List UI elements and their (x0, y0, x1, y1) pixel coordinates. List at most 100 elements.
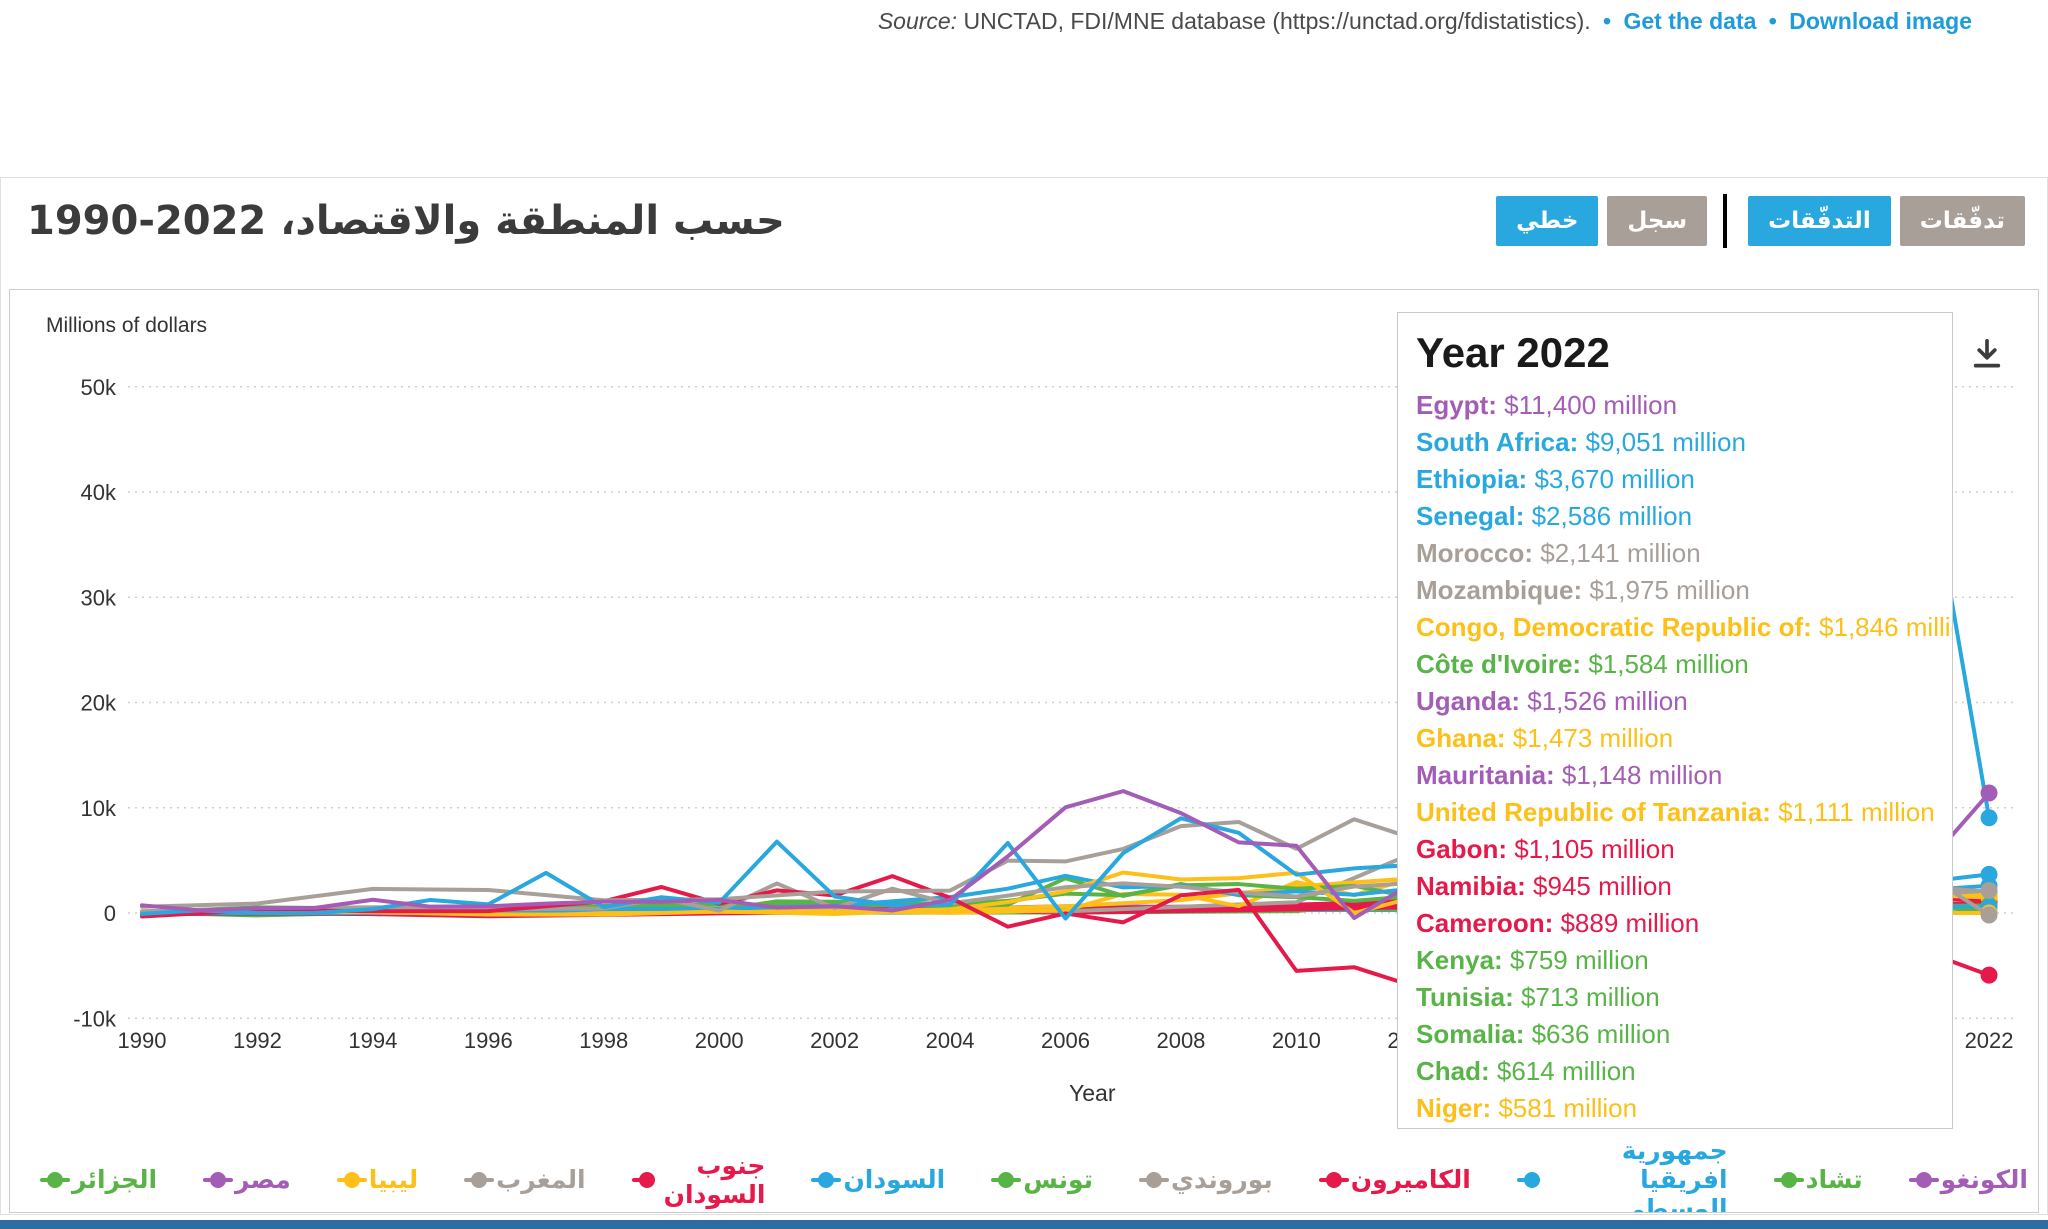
legend-marker-icon (1908, 1171, 1939, 1188)
legend-label: الكونغو (1940, 1165, 2028, 1194)
log-scale-button[interactable]: سجل (1607, 196, 1708, 246)
x-axis-tick: 1992 (233, 1028, 282, 1053)
source-line: Source: UNCTAD, FDI/MNE database (https:… (878, 8, 1972, 35)
chart-panel: حسب المنطقة والاقتصاد، 2022-1990 خطي سجل… (0, 177, 2048, 1215)
tooltip-row-united-republic-of-tanzania: United Republic of Tanzania: $1,111 mill… (1416, 797, 1935, 827)
linear-scale-button[interactable]: خطي (1496, 196, 1599, 246)
source-text: UNCTAD, FDI/MNE database (https://unctad… (957, 8, 1591, 34)
endpoint-marker-ethiopia[interactable] (1980, 865, 1998, 883)
x-axis-tick: 2006 (1041, 1028, 1090, 1053)
legend-item[interactable]: جنوب السودان (631, 1151, 765, 1209)
legend-label: ليبيا (368, 1165, 419, 1194)
legend-item[interactable]: ليبيا (336, 1165, 419, 1194)
legend-item[interactable]: مصر (203, 1165, 291, 1194)
tooltip-row-egypt: Egypt: $11,400 million (1416, 390, 1678, 420)
flows-button[interactable]: التدفّقات (1748, 196, 1891, 246)
chart-toggle-buttons: خطي سجل التدفّقات تدفّقات (1487, 194, 2025, 248)
legend-label: جمهورية افريقيا الوسطى (1619, 1136, 1728, 1213)
legend-item[interactable]: الكونغو (1908, 1165, 2028, 1194)
legend-dot-icon (818, 1171, 835, 1188)
title-row: حسب المنطقة والاقتصاد، 2022-1990 خطي سجل… (27, 194, 2025, 248)
tooltip-row-cameroon: Cameroon: $889 million (1416, 908, 1700, 938)
source-prefix: Source: (877, 8, 958, 34)
legend-dot-icon (210, 1171, 227, 1188)
tooltip-row-mauritania: Mauritania: $1,148 million (1416, 760, 1723, 790)
separator-dot: • (1603, 8, 1612, 34)
y-axis-tick: 10k (81, 796, 117, 821)
x-axis-tick: 1998 (579, 1028, 628, 1053)
legend-dot-icon (1915, 1171, 1932, 1188)
separator-dot: • (1768, 8, 1777, 34)
legend-label: الجزائر (72, 1165, 158, 1194)
legend-label: المغرب (496, 1165, 586, 1194)
legend-marker-icon (464, 1171, 495, 1188)
tooltip-row-morocco: Morocco: $2,141 million (1416, 538, 1701, 568)
y-axis-tick: 50k (81, 375, 117, 400)
tooltip-row-gabon: Gabon: $1,105 million (1416, 834, 1675, 864)
legend-item[interactable]: بوروندي (1139, 1165, 1273, 1194)
legend-dot-icon (998, 1171, 1015, 1188)
legend-dot-icon (1146, 1171, 1163, 1188)
x-axis-tick: 2008 (1156, 1028, 1205, 1053)
download-chart-icon[interactable] (1970, 338, 2004, 372)
y-axis-tick: 30k (81, 585, 117, 610)
stock-button[interactable]: تدفّقات (1899, 196, 2025, 246)
x-axis-tick: 1996 (464, 1028, 513, 1053)
legend-item[interactable]: المغرب (464, 1165, 586, 1194)
endpoint-marker-angola[interactable] (1980, 966, 1998, 984)
x-axis-tick: 2022 (1965, 1028, 2014, 1053)
x-axis-tick: 2010 (1272, 1028, 1321, 1053)
x-axis-tick: 2000 (695, 1028, 744, 1053)
y-axis-tick: -10k (73, 1006, 117, 1031)
legend-dot-icon (47, 1171, 63, 1188)
legend-marker-icon (1318, 1171, 1349, 1188)
legend-dot-icon (1325, 1171, 1342, 1188)
legend-label: بوروندي (1171, 1165, 1273, 1194)
tooltip-row-south-africa: South Africa: $9,051 million (1416, 427, 1746, 457)
legend-marker-icon (40, 1171, 70, 1188)
legend-marker-icon (1139, 1171, 1170, 1188)
y-axis-tick: 0 (104, 901, 116, 926)
tooltip-row-somalia: Somalia: $636 million (1416, 1019, 1671, 1049)
legend-item[interactable]: السودان (811, 1165, 945, 1194)
legend-dot-icon (1780, 1171, 1797, 1188)
endpoint-marker-nigeria[interactable] (1980, 906, 1998, 924)
x-axis-label: Year (1069, 1080, 1116, 1106)
button-group-divider (1723, 194, 1728, 248)
tooltip-row-ethiopia: Ethiopia: $3,670 million (1416, 464, 1695, 494)
legend-label: مصر (235, 1165, 291, 1194)
chart-card: 50k 40k 30k 20k 10k 0 -10k 1990 1992 1994 1996 1998… (9, 289, 2039, 1213)
x-axis-tick: 2004 (926, 1028, 975, 1053)
legend-marker-icon (1773, 1171, 1804, 1188)
tooltip-row-niger: Niger: $581 million (1416, 1093, 1638, 1123)
legend-label: تشاد (1805, 1165, 1863, 1194)
legend-label: السودان (843, 1165, 946, 1194)
tooltip-row-sudan: Sudan: $574 million (1416, 1127, 1936, 1128)
tooltip-rows: Egypt: $11,400 million South Africa: $9,0… (1416, 387, 1952, 1128)
legend-marker-icon (631, 1171, 655, 1188)
legend-item[interactable]: تشاد (1773, 1165, 1863, 1194)
tooltip-title: Year 2022 (1416, 329, 1610, 376)
chart-legend: الجزائر مصر ليبيا المغرب جنوب السودان السودان… (40, 1136, 2028, 1213)
tooltip-row-chad: Chad: $614 million (1416, 1056, 1636, 1086)
legend-item[interactable]: جمهورية افريقيا الوسطى (1516, 1136, 1728, 1213)
endpoint-marker-morocco[interactable] (1980, 881, 1998, 899)
endpoint-marker-south-africa[interactable] (1980, 809, 1998, 827)
legend-dot-icon (1523, 1171, 1540, 1188)
x-axis-tick: 1994 (348, 1028, 397, 1053)
legend-item[interactable]: الجزائر (40, 1165, 157, 1194)
endpoint-marker-egypt[interactable] (1980, 784, 1998, 802)
legend-dot-icon (471, 1171, 488, 1188)
y-axis-tick: 20k (81, 691, 117, 716)
download-image-link[interactable]: Download image (1789, 8, 1972, 34)
legend-marker-icon (811, 1171, 842, 1188)
get-the-data-link[interactable]: Get the data (1623, 8, 1757, 34)
x-axis-tick: 2002 (810, 1028, 859, 1053)
legend-label: تونس (1023, 1165, 1094, 1194)
legend-item[interactable]: تونس (991, 1165, 1093, 1194)
y-axis-tick: 40k (81, 480, 117, 505)
legend-marker-icon (336, 1171, 367, 1188)
legend-label: الكاميرون (1350, 1165, 1471, 1194)
legend-item[interactable]: الكاميرون (1318, 1165, 1471, 1194)
